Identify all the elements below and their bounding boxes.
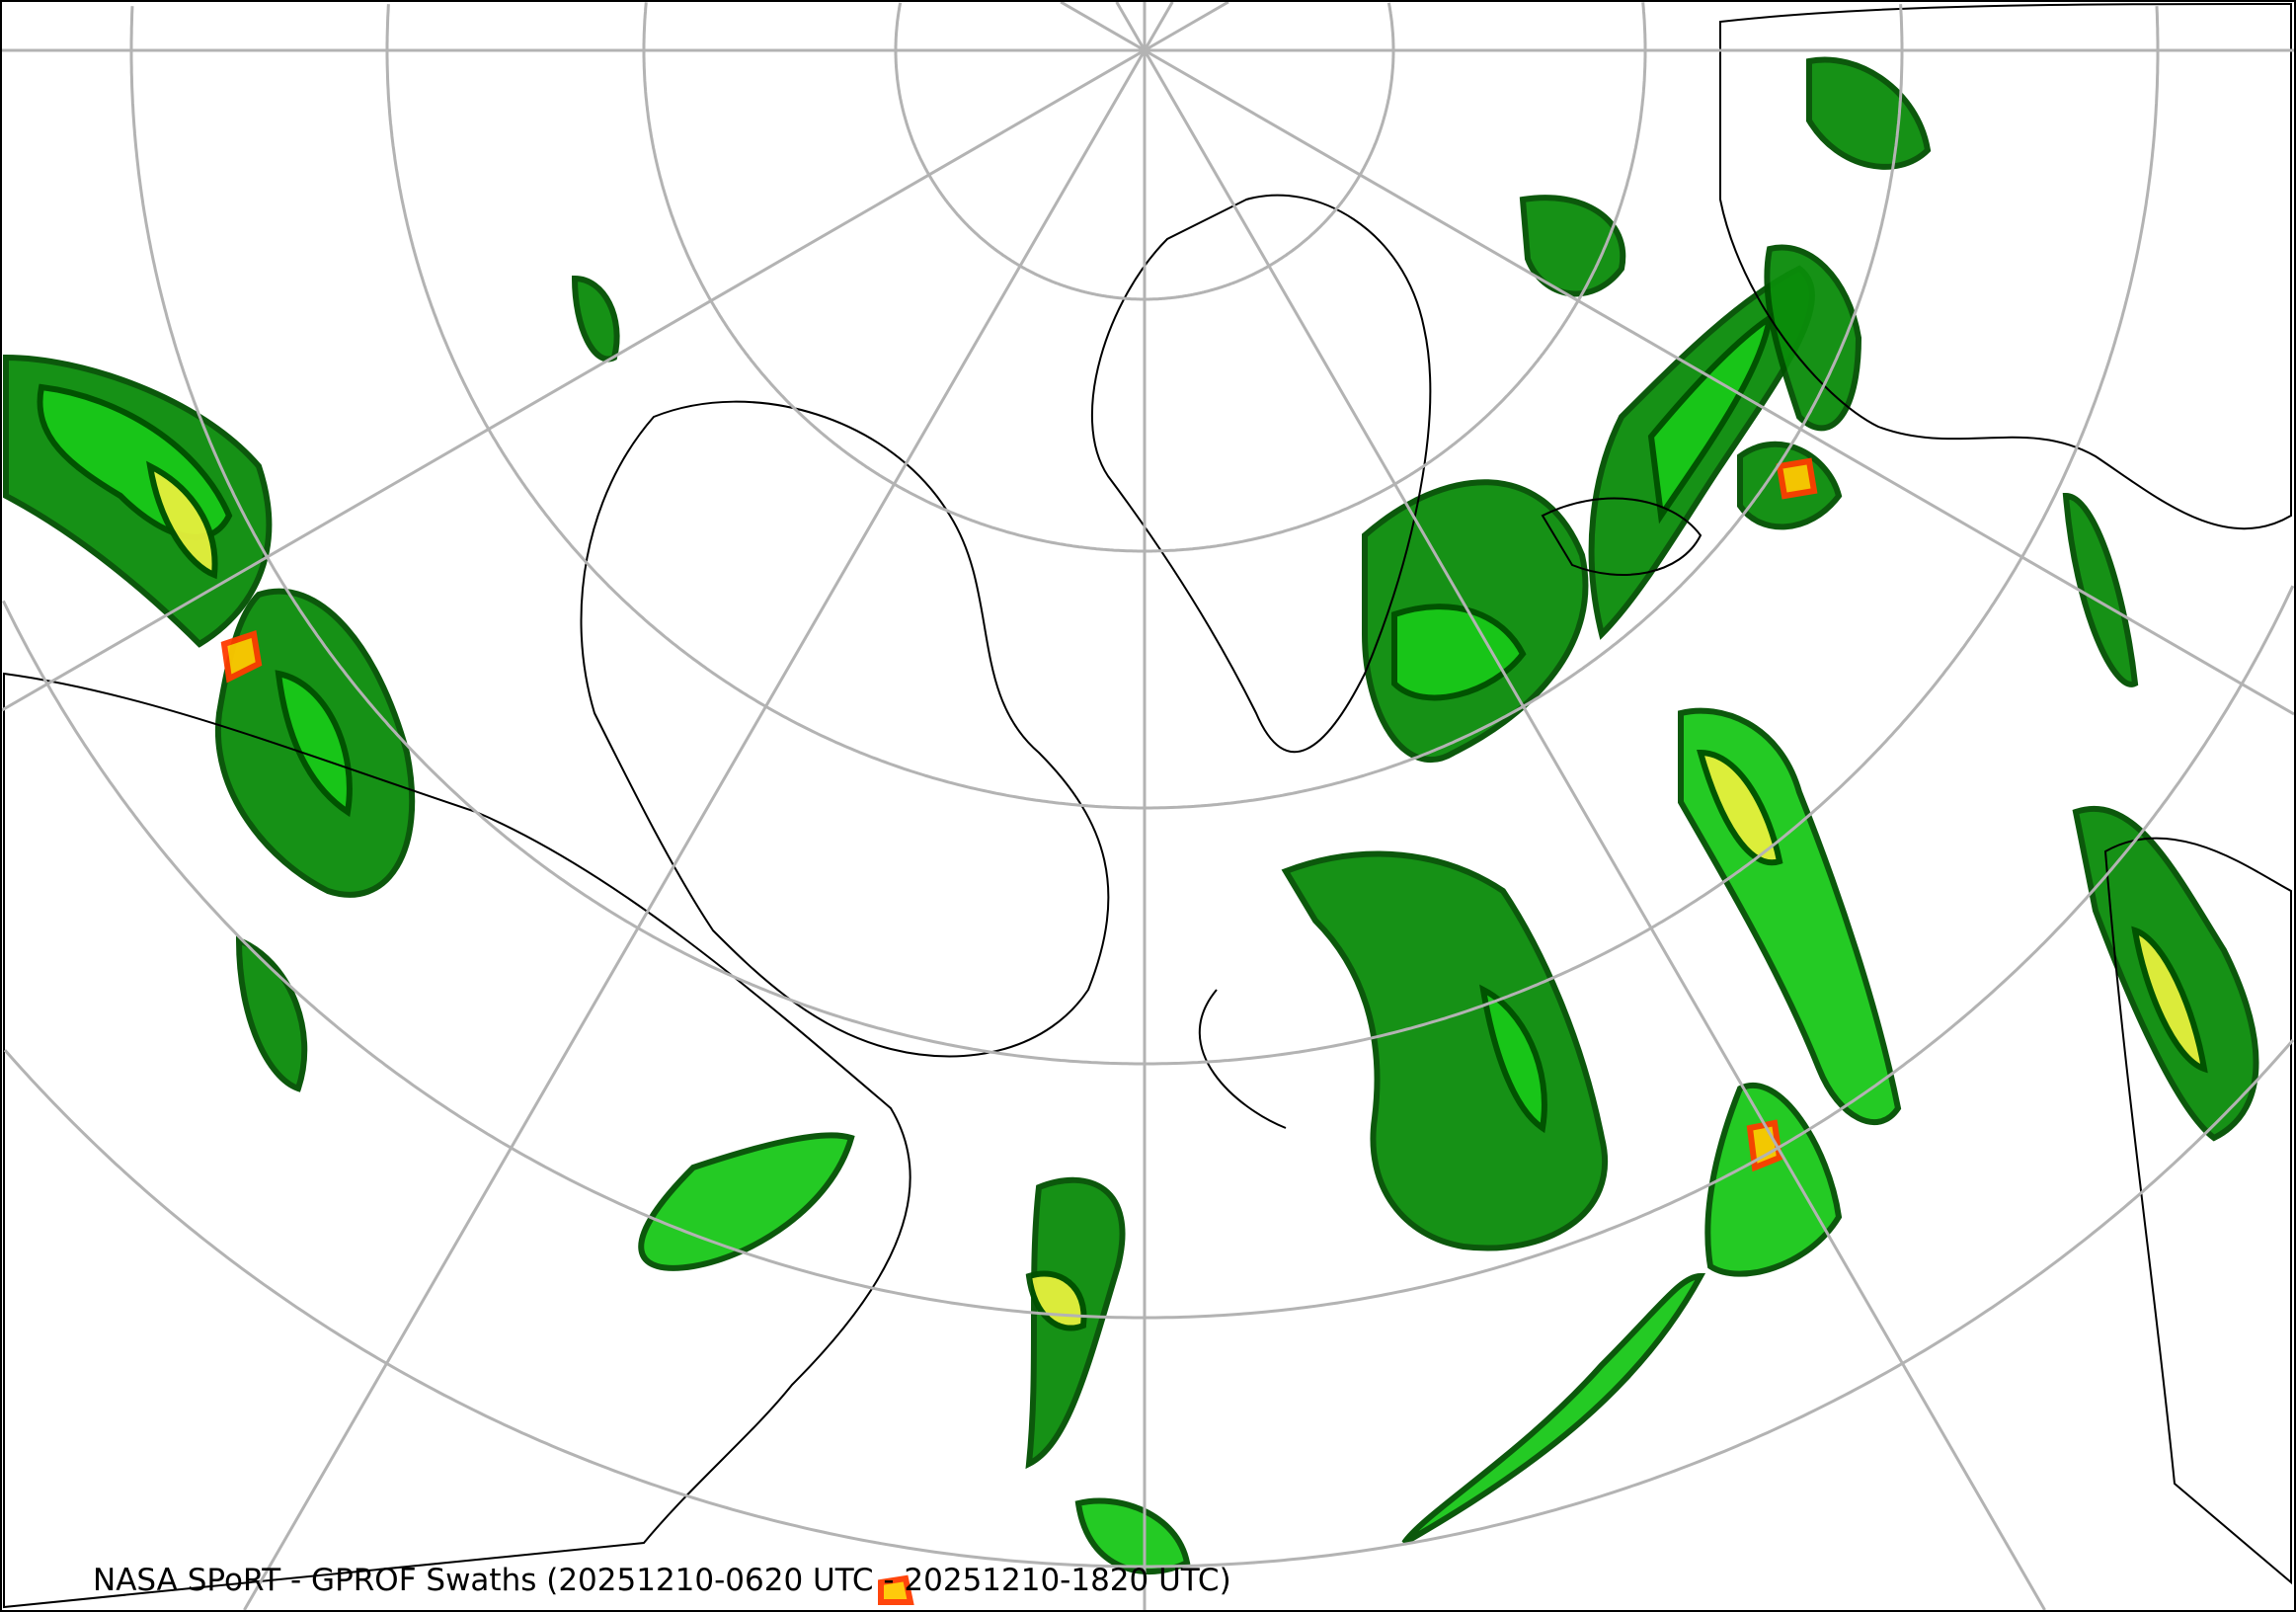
latitude-circle <box>129 6 2160 1066</box>
coastline <box>1198 989 1287 1129</box>
precipitation-swath <box>571 275 620 363</box>
precipitation-layer <box>3 56 2259 1605</box>
coastline <box>1719 2 2292 530</box>
precipitation-swath <box>1697 749 1783 866</box>
meridian-line <box>1143 2 1174 51</box>
coastline <box>2103 837 2292 1585</box>
meridian-line <box>1144 48 2294 716</box>
precipitation-swath <box>1479 984 1547 1134</box>
precipitation-swath <box>1776 457 1818 500</box>
precipitation-swath <box>878 1574 914 1605</box>
precipitation-swath <box>2131 926 2208 1074</box>
latitude-circle <box>642 2 1647 553</box>
latitude-circle <box>894 2 1395 301</box>
meridian-line <box>1060 2 1146 52</box>
coastlines-layer <box>3 2 2292 1609</box>
meridian-line <box>1144 2 1229 52</box>
precipitation-swath <box>1074 1497 1191 1575</box>
precipitation-swath <box>1401 1272 1706 1546</box>
precipitation-swath <box>275 670 353 818</box>
precipitation-swath <box>1391 604 1527 701</box>
precipitation-swath <box>146 460 218 580</box>
coastline <box>3 672 911 1609</box>
precipitation-swath <box>1806 56 1932 170</box>
precipitation-swath <box>220 630 263 684</box>
meridian-line <box>2 48 1146 712</box>
precipitation-swath <box>638 1132 855 1271</box>
coastline <box>580 400 1110 1058</box>
map-caption: NASA SPoRT - GPROF Swaths (20251210-0620… <box>93 1563 1231 1598</box>
latitude-circle <box>3 1039 2294 1569</box>
precipitation-swath <box>1764 244 1862 432</box>
precipitation-swath <box>235 935 308 1092</box>
precipitation-swath <box>1704 1083 1843 1277</box>
precipitation-swath <box>1281 850 1609 1251</box>
latitude-circle <box>385 4 1904 810</box>
meridian-line <box>1115 2 1147 51</box>
meridian-line <box>1143 49 2046 1610</box>
coastline <box>1541 497 1702 576</box>
meridian-line <box>243 49 1147 1610</box>
precipitation-swath <box>1647 311 1775 524</box>
coastline <box>1090 194 1432 754</box>
precipitation-swath <box>1519 195 1626 297</box>
latitude-circle <box>2 585 2294 1320</box>
